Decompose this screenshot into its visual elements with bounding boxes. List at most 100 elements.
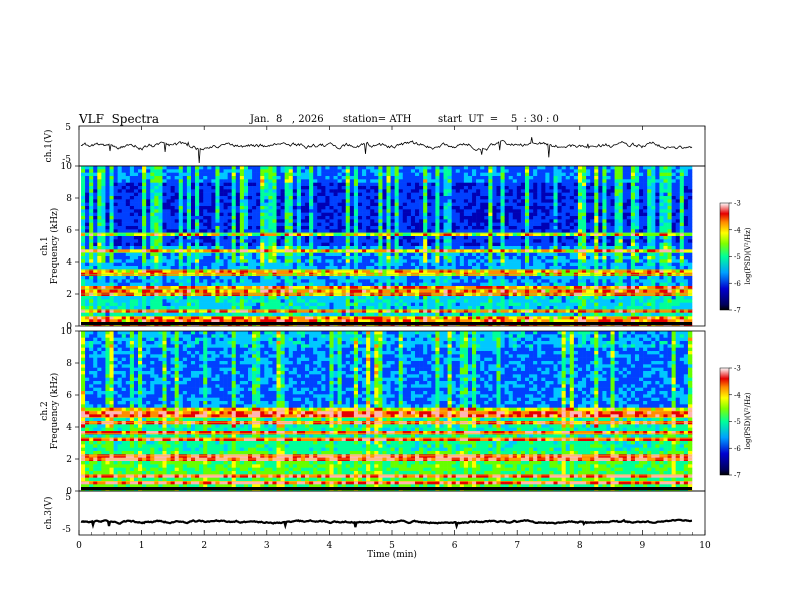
spectrogram-cell (195, 309, 200, 313)
spectrogram-cell (243, 179, 249, 183)
spectrogram-cell (321, 206, 326, 210)
spectrogram-cell (239, 296, 245, 300)
spectrogram-cell (300, 199, 306, 203)
spectrogram-cell (394, 292, 400, 297)
spectrogram-cell (215, 219, 220, 223)
spectrogram-cell (321, 186, 326, 190)
spectrogram-cell (235, 192, 241, 197)
spectrogram-cell (443, 316, 448, 320)
spectrogram-cell (248, 306, 253, 310)
spectrogram-cell (121, 166, 127, 170)
spectrogram-cell (484, 269, 489, 273)
spectrogram-cell (117, 316, 123, 320)
spectrogram-cell (113, 282, 118, 287)
spectrogram-cell (272, 256, 277, 260)
spectrogram-cell (476, 262, 481, 267)
spectrogram-cell (252, 252, 257, 257)
spectrogram-cell (268, 169, 273, 173)
spectrogram-cell (374, 186, 379, 190)
spectrogram-cell (207, 202, 212, 207)
spectrogram-cell (333, 309, 338, 313)
spectrogram-cell (158, 236, 163, 240)
spectrogram-cell (472, 252, 477, 257)
spectrogram-cell (276, 209, 281, 213)
spectrogram-cell (439, 226, 444, 230)
spectrogram-cell (431, 229, 436, 233)
spectrogram-cell (382, 166, 387, 170)
spectrogram-cell (374, 239, 379, 243)
spectrogram-cell (374, 222, 379, 227)
spectrogram-cell (170, 219, 175, 223)
spectrogram-cell (415, 309, 420, 313)
spectrogram-cell (182, 216, 188, 220)
spectrogram-cell (215, 182, 220, 187)
spectrogram-cell (81, 186, 86, 190)
spectrogram-cell (394, 172, 400, 177)
spectrogram-cell (170, 229, 175, 233)
spectrogram-cell (435, 276, 440, 280)
spectrogram-cell (366, 222, 371, 227)
spectrogram-cell (203, 289, 208, 293)
spectrogram-cell (500, 292, 505, 297)
spectrogram-cell (459, 306, 465, 310)
spectrogram-cell (276, 256, 281, 260)
spectrogram-cell (280, 252, 285, 257)
spectrogram-cell (182, 182, 188, 187)
spectrogram-cell (162, 246, 167, 250)
spectrogram-cell (321, 199, 326, 203)
spectrogram-cell (415, 302, 420, 307)
spectrogram-cell (260, 236, 265, 240)
spectrogram-cell (268, 179, 273, 183)
spectrogram-cell (349, 296, 355, 300)
spectrogram-cell (488, 292, 493, 297)
spectrogram-cell (85, 229, 90, 233)
spectrogram-cell (296, 226, 302, 230)
spectrogram-cell (419, 276, 424, 280)
spectrogram-cell (423, 196, 428, 200)
spectrogram-cell (374, 309, 379, 313)
spectrogram-cell (349, 216, 355, 220)
spectrogram-cell (386, 166, 391, 170)
spectrogram-cell (325, 259, 330, 263)
spectrogram-cell (231, 316, 237, 320)
spectrogram-cell (362, 259, 367, 263)
spectrogram-cell (170, 206, 175, 210)
spectrogram-cell (89, 249, 94, 253)
spectrogram-cell (150, 236, 155, 240)
spectrogram-cell (415, 212, 420, 217)
spectrogram-cell (480, 299, 485, 303)
spectrogram-cell (190, 242, 196, 247)
spectrogram-cell (268, 319, 273, 323)
spectrogram-cell (459, 189, 465, 193)
spectrogram-cell (231, 296, 237, 300)
spectrogram-cell (146, 199, 151, 203)
spectrogram-cell (366, 219, 371, 223)
spectrogram-cell (443, 276, 448, 280)
spectrogram-cell (154, 289, 159, 293)
ch1-waveform-ylabel: ch.1(V) (43, 130, 54, 163)
spectrogram-cell (455, 232, 461, 237)
spectrogram-cell (333, 206, 338, 210)
spectrogram-cell (223, 239, 228, 243)
spectrogram-cell (300, 186, 306, 190)
spectrogram-cell (158, 302, 163, 307)
spectrogram-cell (484, 209, 489, 213)
spectrogram-cell (219, 236, 224, 240)
spectrogram-cell (235, 206, 241, 210)
spectrogram-cell (484, 312, 489, 317)
spectrogram-cell (382, 312, 387, 317)
spectrogram-cell (268, 269, 273, 273)
spectrogram-cell (341, 286, 347, 290)
spectrogram-cell (223, 226, 228, 230)
spectrogram-cell (366, 286, 371, 290)
spectrogram-cell (467, 196, 473, 200)
spectrogram-cell (284, 216, 290, 220)
spectrogram-cell (419, 262, 424, 267)
spectrogram-cell (357, 182, 363, 187)
spectrogram-cell (374, 219, 379, 223)
spectrogram-cell (211, 279, 216, 283)
spectrogram-cell (199, 166, 204, 170)
spectrogram-cell (492, 276, 497, 280)
spectrogram-cell (121, 292, 127, 297)
spectrogram-cell (447, 276, 452, 280)
